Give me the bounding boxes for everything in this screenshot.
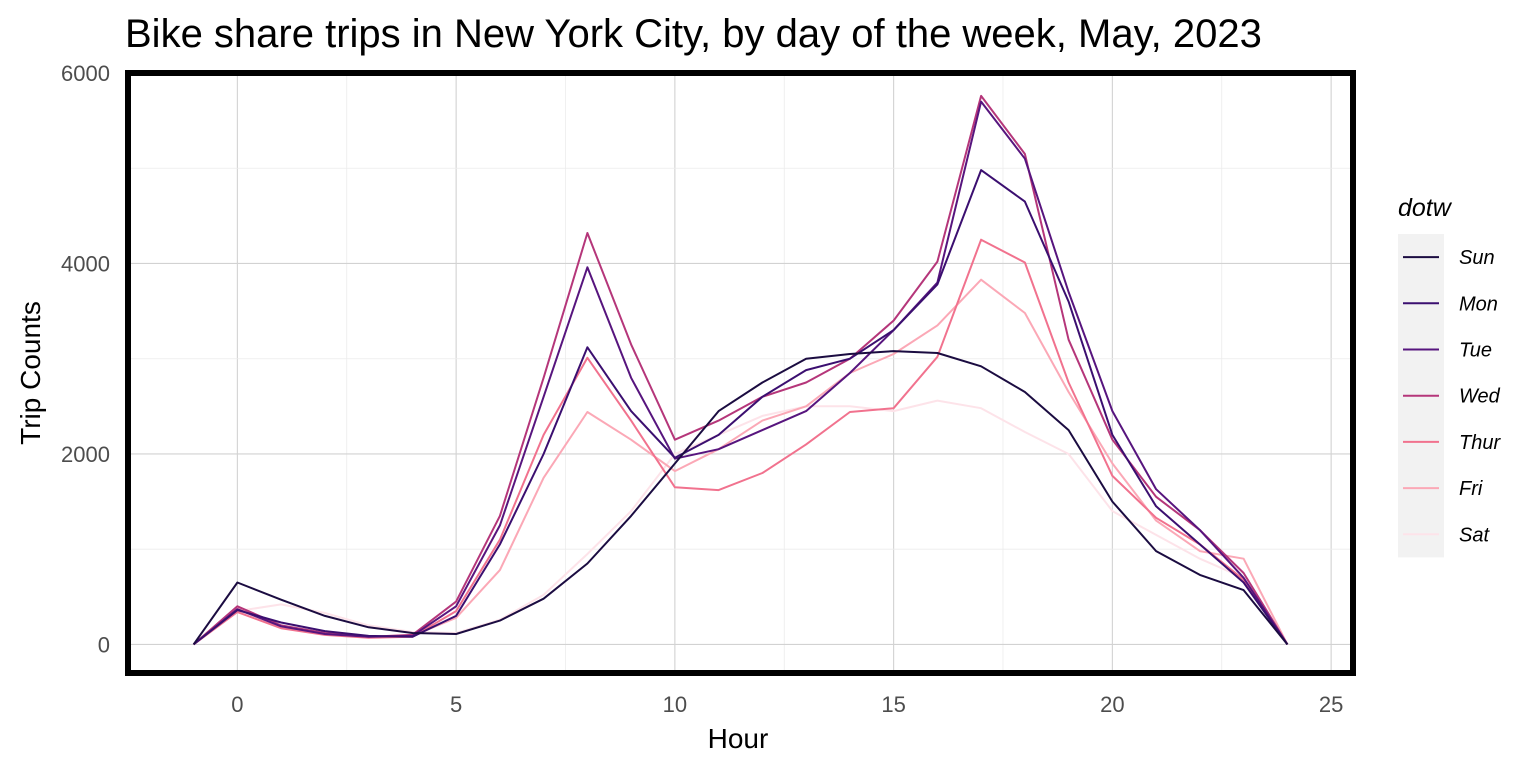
x-tick-label: 15	[881, 692, 905, 717]
series-line-mon	[192, 169, 1289, 646]
plot-panel-border	[125, 70, 1356, 676]
y-tick-label: 0	[98, 632, 110, 657]
legend-label-fri: Fri	[1459, 478, 1483, 500]
series-lines	[192, 94, 1289, 646]
legend-label-sat: Sat	[1459, 524, 1490, 546]
x-axis-ticks: 0 5 10 15 20 25	[231, 692, 1343, 717]
legend-label-tue: Tue	[1459, 340, 1492, 362]
legend-label-wed: Wed	[1459, 386, 1501, 408]
x-tick-label: 5	[450, 692, 462, 717]
x-tick-label: 0	[231, 692, 243, 717]
legend: dotw Sun Mon Tue Wed Thur Fri Sat	[1398, 194, 1501, 558]
chart-title: Bike share trips in New York City, by da…	[125, 12, 1262, 56]
y-axis-ticks: 0 2000 4000 6000	[61, 61, 110, 657]
series-line-sat	[192, 399, 1289, 646]
legend-title: dotw	[1398, 194, 1453, 222]
y-tick-label: 6000	[61, 61, 110, 86]
series-line-thur	[193, 238, 1289, 646]
gridlines	[127, 72, 1353, 673]
series-line-sun	[192, 350, 1289, 646]
series-line-wed	[192, 94, 1289, 646]
y-tick-label: 2000	[61, 442, 110, 467]
x-tick-label: 10	[663, 692, 687, 717]
series-line-fri	[192, 278, 1289, 646]
legend-label-sun: Sun	[1459, 247, 1495, 269]
x-axis-title: Hour	[708, 723, 769, 754]
legend-label-mon: Mon	[1459, 293, 1498, 315]
series-line-tue	[192, 100, 1289, 646]
legend-label-thur: Thur	[1459, 432, 1501, 454]
y-axis-title: Trip Counts	[15, 301, 46, 445]
x-tick-label: 25	[1319, 692, 1343, 717]
y-tick-label: 4000	[61, 251, 110, 276]
x-tick-label: 20	[1100, 692, 1124, 717]
